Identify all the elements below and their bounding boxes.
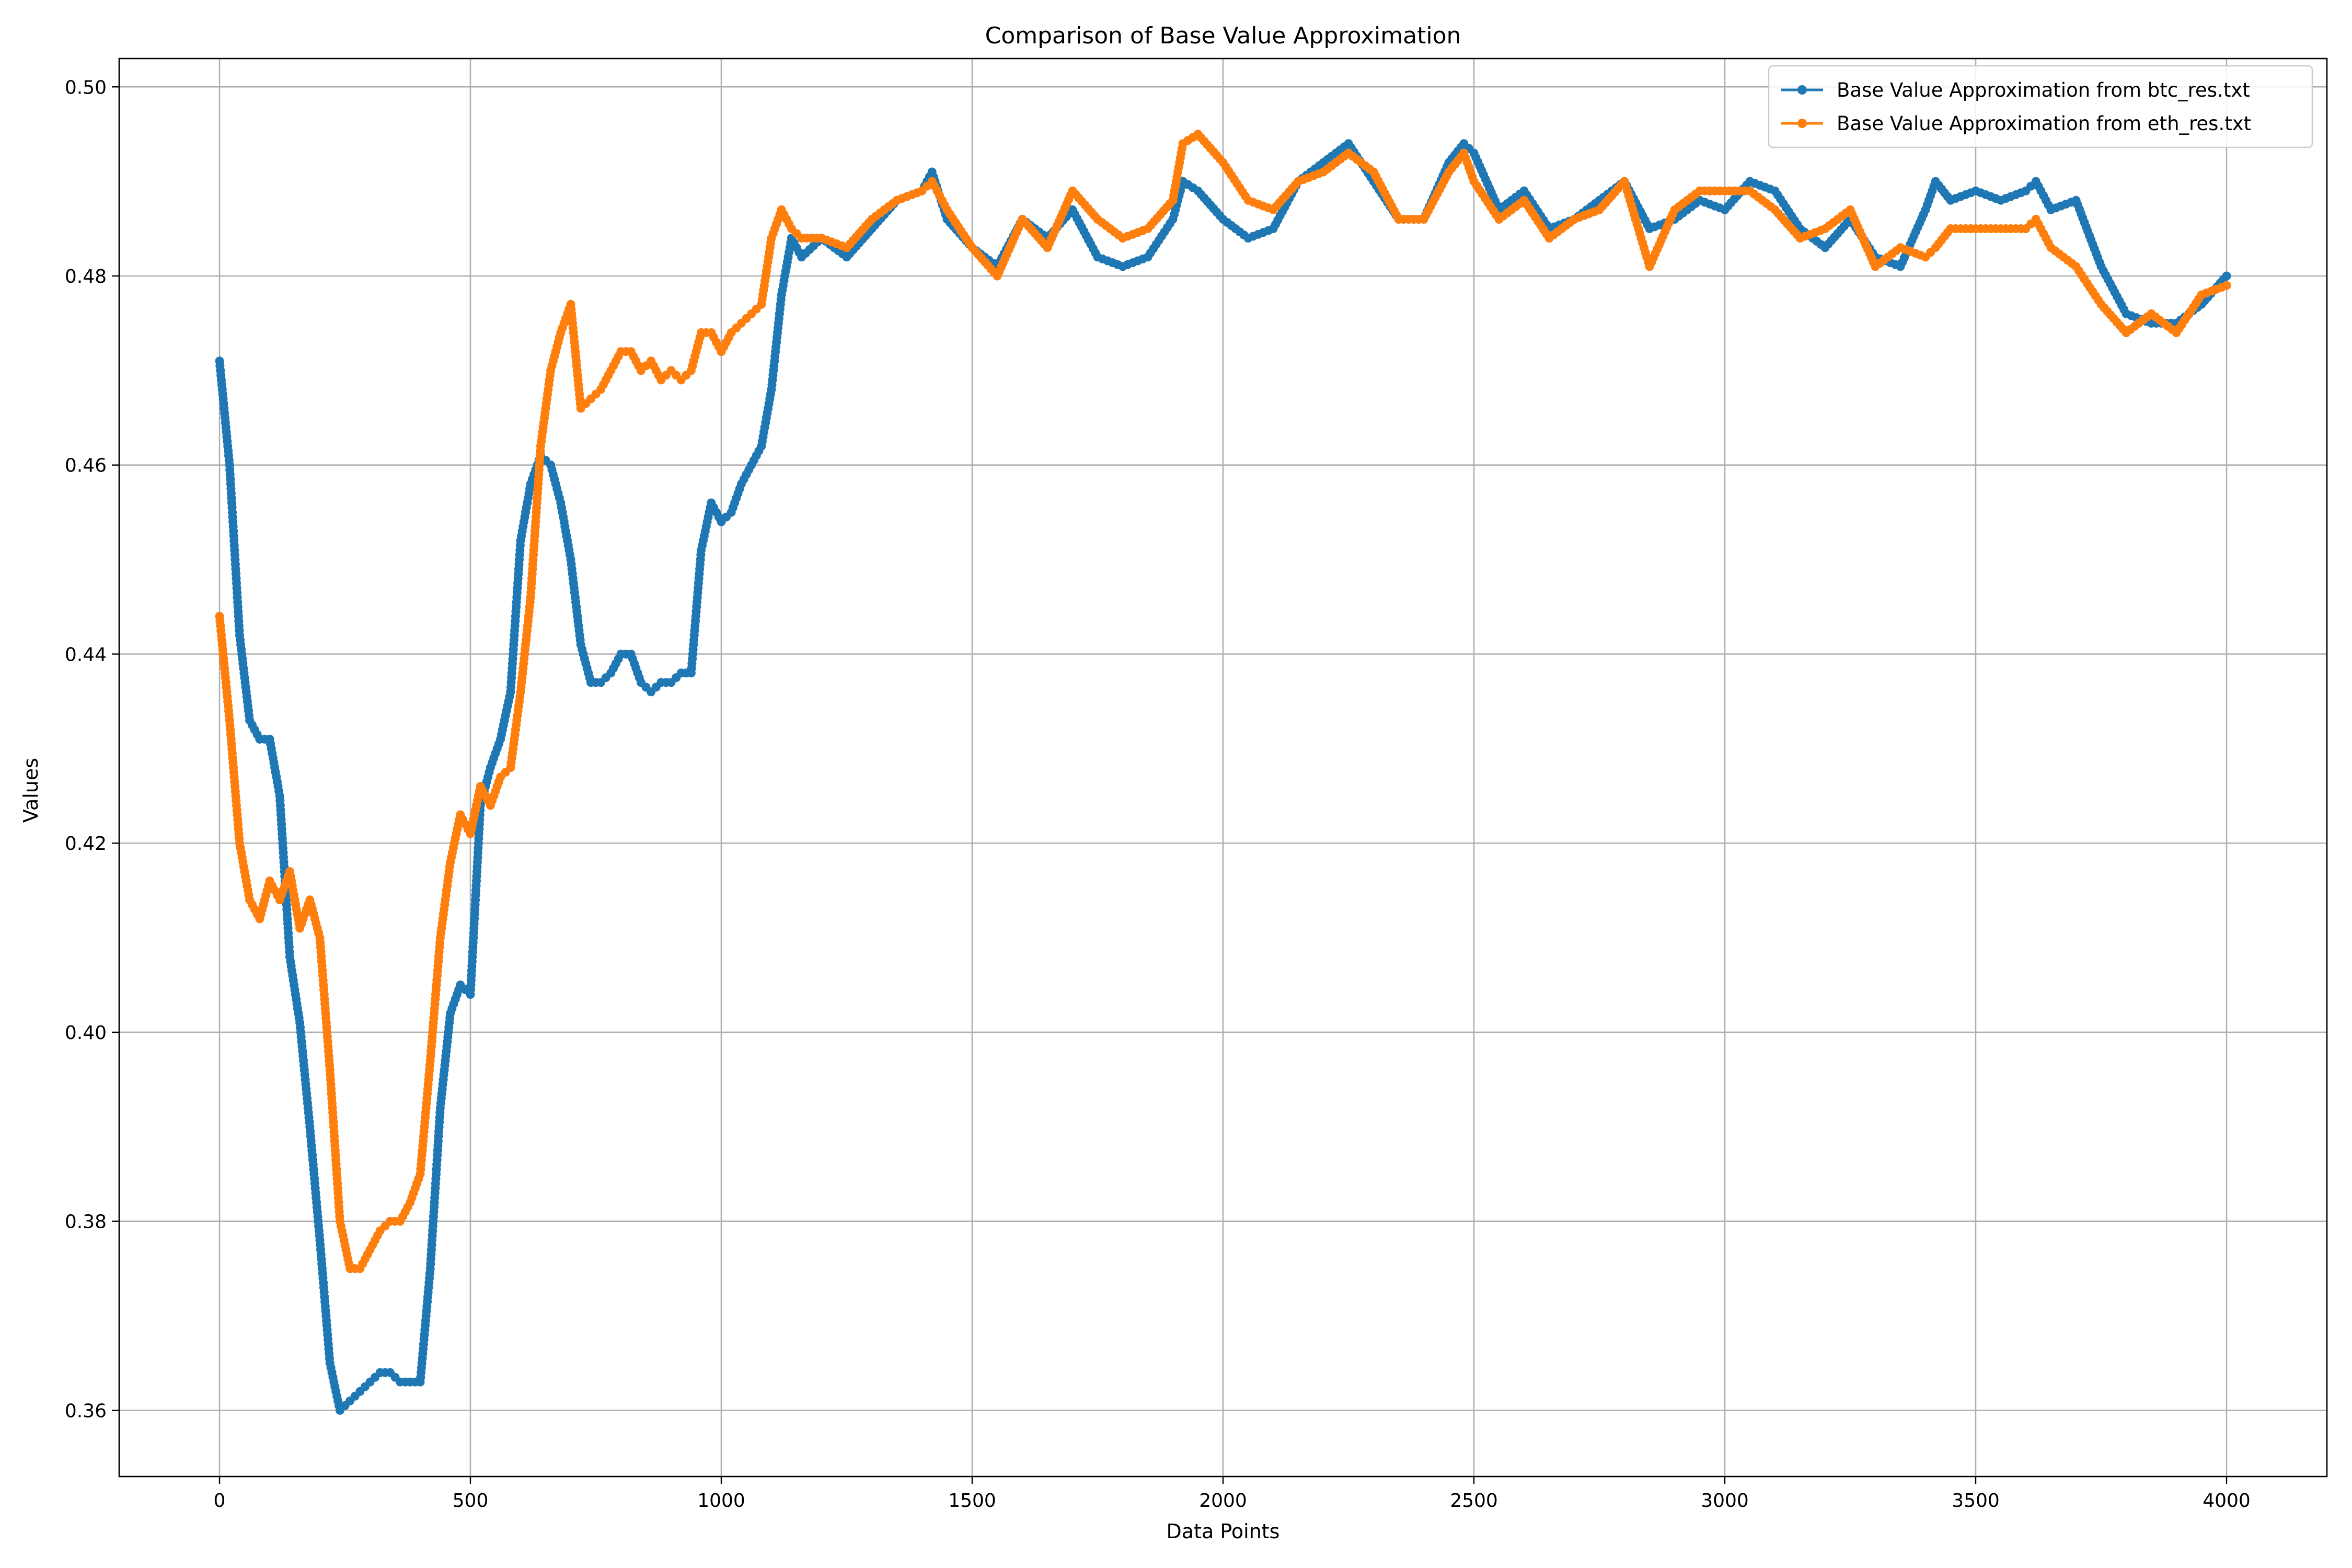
legend-marker: [1797, 119, 1807, 128]
x-tick-label: 3000: [1701, 1490, 1749, 1512]
axis-ticks: 0 500 1000 1500 2000 2500 3000 3500 4000 0.36 0.38…: [65, 77, 2251, 1512]
series-1: [215, 130, 2231, 1273]
y-tick-label: 0.42: [65, 833, 107, 855]
y-tick-label: 0.40: [65, 1022, 107, 1044]
x-tick-label: 3500: [1952, 1490, 2000, 1512]
legend-box: [1768, 65, 2313, 148]
legend-marker: [1797, 85, 1807, 95]
y-tick-label: 0.38: [65, 1212, 107, 1233]
data-point: [2222, 281, 2231, 290]
x-tick-label: 2000: [1199, 1490, 1247, 1512]
y-tick-label: 0.50: [65, 77, 107, 98]
y-axis-label: Values: [19, 758, 42, 823]
legend-label: Base Value Approximation from btc_res.tx…: [1837, 79, 2250, 101]
data-point: [2222, 271, 2231, 281]
y-tick-label: 0.44: [65, 644, 107, 665]
legend-label: Base Value Approximation from eth_res.tx…: [1837, 112, 2251, 135]
y-tick-label: 0.46: [65, 455, 107, 477]
legend-item: Base Value Approximation from btc_res.tx…: [1781, 79, 2250, 101]
x-tick-label: 500: [453, 1490, 489, 1512]
x-tick-label: 0: [214, 1490, 226, 1512]
x-axis-label: Data Points: [1167, 1520, 1280, 1543]
series-layer: [215, 130, 2231, 1415]
y-tick-label: 0.36: [65, 1400, 107, 1422]
x-tick-label: 1500: [948, 1490, 996, 1512]
x-tick-label: 2500: [1450, 1490, 1498, 1512]
legend-item: Base Value Approximation from eth_res.tx…: [1781, 112, 2251, 135]
legend: Base Value Approximation from btc_res.tx…: [1768, 65, 2313, 148]
x-tick-label: 1000: [697, 1490, 745, 1512]
y-tick-label: 0.48: [65, 266, 107, 287]
grid: [119, 59, 2327, 1477]
chart-title: Comparison of Base Value Approximation: [985, 22, 1461, 49]
x-tick-label: 4000: [2203, 1490, 2251, 1512]
